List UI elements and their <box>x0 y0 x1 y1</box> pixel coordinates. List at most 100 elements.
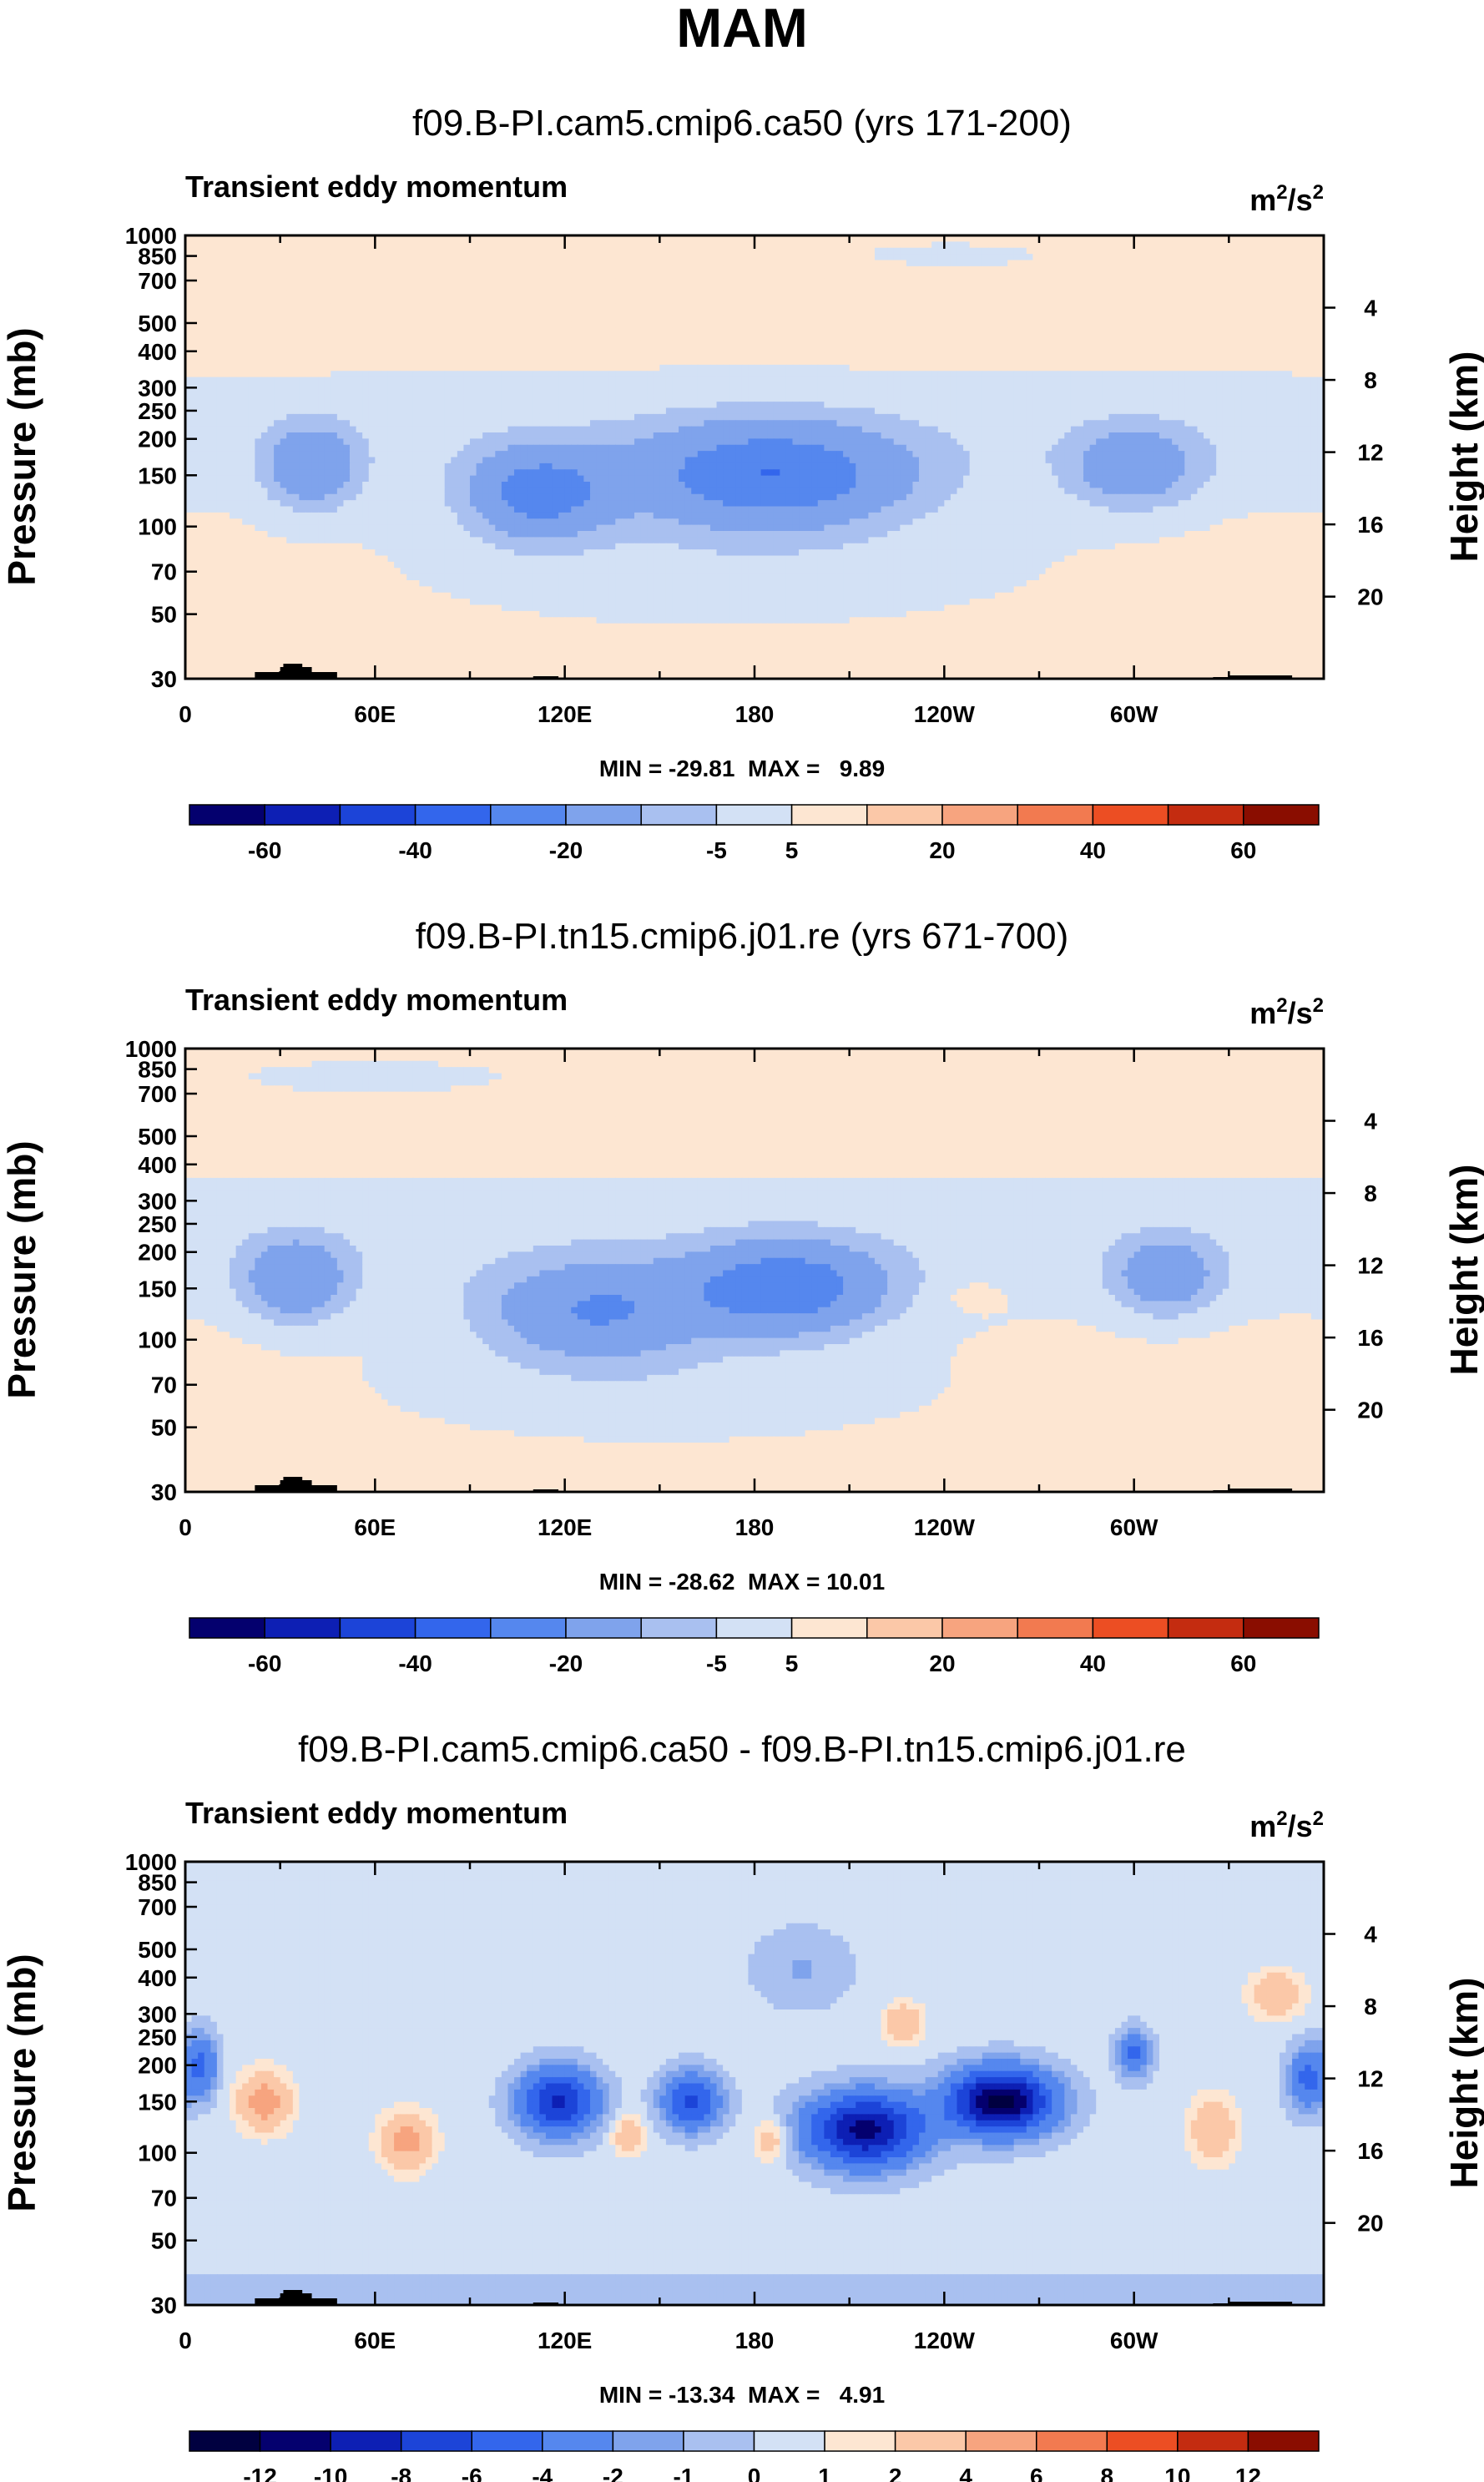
field-cell <box>773 315 780 322</box>
field-cell <box>672 377 679 384</box>
field-cell <box>545 377 553 384</box>
field-cell <box>520 315 527 322</box>
field-cell <box>621 402 629 409</box>
field-cell <box>824 241 831 249</box>
field-cell <box>419 272 427 280</box>
field-cell <box>331 352 338 360</box>
field-cell <box>799 241 806 249</box>
field-cell <box>799 358 806 366</box>
field-cell <box>925 291 932 298</box>
field-cell <box>830 265 838 273</box>
field-cell <box>729 364 736 372</box>
field-cell <box>621 296 629 304</box>
field-cell <box>336 278 345 286</box>
field-cell <box>255 254 262 261</box>
field-cell <box>716 340 724 347</box>
field-cell <box>286 303 294 311</box>
field-cell <box>792 285 800 291</box>
field-cell <box>1020 395 1027 402</box>
field-cell <box>1317 395 1324 402</box>
field-cell <box>457 371 465 378</box>
field-cell <box>387 383 395 390</box>
field-cell <box>874 383 882 390</box>
field-cell <box>679 383 686 390</box>
field-cell <box>785 260 794 267</box>
field-cell <box>1266 247 1274 255</box>
field-cell <box>400 340 407 347</box>
field-cell <box>755 364 762 372</box>
field-cell <box>1039 383 1047 390</box>
field-cell <box>1260 247 1268 255</box>
field-cell <box>527 291 534 298</box>
field-cell <box>741 303 750 311</box>
field-cell <box>1114 364 1123 372</box>
field-cell <box>780 315 787 322</box>
field-cell <box>1020 327 1027 335</box>
field-cell <box>1184 296 1192 304</box>
field-cell <box>767 265 775 273</box>
field-cell <box>552 315 559 322</box>
field-cell <box>1102 377 1109 384</box>
field-cell <box>1146 291 1153 298</box>
field-cell <box>488 278 496 286</box>
field-cell <box>463 247 471 255</box>
field-cell <box>1254 241 1261 249</box>
field-cell <box>1317 272 1324 280</box>
field-cell <box>830 296 838 304</box>
field-cell <box>1197 265 1204 273</box>
field-cell <box>647 340 654 347</box>
field-cell <box>1292 321 1300 329</box>
field-cell <box>919 296 926 304</box>
field-cell <box>545 278 553 286</box>
field-cell <box>362 291 370 298</box>
field-cell <box>1045 296 1052 304</box>
field-cell <box>1310 272 1319 280</box>
field-cell <box>741 321 750 329</box>
field-cell <box>419 395 427 402</box>
field-cell <box>1083 247 1091 255</box>
field-cell <box>621 235 629 242</box>
field-cell <box>709 247 718 255</box>
field-cell <box>1197 377 1204 384</box>
field-cell <box>564 296 572 304</box>
field-cell <box>608 321 616 329</box>
field-cell <box>470 303 477 311</box>
field-cell <box>950 235 958 242</box>
field-cell <box>400 260 407 267</box>
field-cell <box>274 389 281 397</box>
field-cell <box>1052 364 1059 372</box>
field-cell <box>387 389 395 397</box>
field-cell <box>906 395 914 402</box>
field-cell <box>1114 389 1123 397</box>
field-cell <box>957 358 964 366</box>
field-cell <box>937 364 945 372</box>
field-cell <box>672 315 679 322</box>
field-cell <box>647 346 654 353</box>
field-cell <box>647 260 654 267</box>
field-cell <box>628 383 635 390</box>
field-cell <box>1026 358 1034 366</box>
field-cell <box>1158 265 1167 273</box>
field-cell <box>331 371 338 378</box>
field-cell <box>931 241 939 249</box>
field-cell <box>1153 389 1160 397</box>
field-cell <box>957 389 964 397</box>
field-cell <box>1165 352 1173 360</box>
field-cell <box>482 285 490 291</box>
field-cell <box>368 296 376 304</box>
field-cell <box>647 241 654 249</box>
field-cell <box>735 303 743 311</box>
field-cell <box>1234 235 1243 242</box>
field-cell <box>343 371 351 378</box>
field-cell <box>994 254 1002 261</box>
field-cell <box>375 247 382 255</box>
field-cell <box>343 402 351 409</box>
field-cell <box>640 285 648 291</box>
field-cell <box>780 296 787 304</box>
field-cell <box>412 265 420 273</box>
field-cell <box>1292 340 1300 347</box>
field-cell <box>659 358 667 366</box>
field-cell <box>1096 395 1103 402</box>
field-cell <box>760 377 768 384</box>
field-cell <box>1305 377 1312 384</box>
